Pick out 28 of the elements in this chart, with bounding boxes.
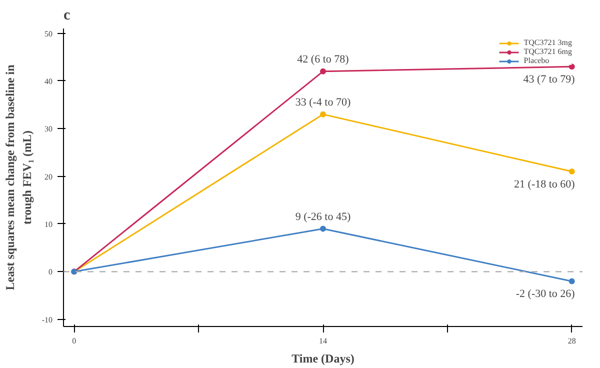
x-axis-title: Time (Days) bbox=[292, 352, 354, 366]
y-tick-label: 40 bbox=[44, 76, 52, 86]
point bbox=[568, 168, 575, 175]
legend-label: TQC3721 6mg bbox=[524, 47, 572, 56]
y-axis-title: Least squares mean change from baseline in trough FEV₁ (mL) bbox=[3, 64, 34, 290]
point bbox=[320, 226, 326, 232]
data-label: 42 (6 to 78) bbox=[297, 53, 350, 66]
y-tick-label: 10 bbox=[44, 220, 52, 229]
y-tick-label: 50 bbox=[44, 29, 52, 38]
point bbox=[568, 278, 575, 284]
x-tick-label: 14 bbox=[319, 336, 327, 346]
legend-label: TQC3721 3mg bbox=[524, 38, 572, 47]
point bbox=[320, 111, 326, 118]
y-tick-label: 0 bbox=[48, 268, 52, 277]
point bbox=[568, 64, 575, 70]
x-tick-label: 28 bbox=[568, 336, 576, 346]
data-label: -2 (-30 to 26) bbox=[516, 288, 576, 300]
point bbox=[320, 68, 326, 74]
data-label: 33 (-4 to 70) bbox=[295, 96, 351, 108]
x-tick-label: 0 bbox=[72, 336, 76, 346]
y-tick-label: 30 bbox=[44, 124, 52, 134]
y-tick-label: 20 bbox=[44, 172, 52, 182]
data-label: 21 (-18 to 60) bbox=[514, 178, 576, 191]
y-tick-label: -10 bbox=[42, 315, 53, 324]
chart-title: c bbox=[64, 8, 70, 24]
legend-label: Placebo bbox=[524, 56, 550, 65]
data-label: 9 (-26 to 45) bbox=[295, 210, 351, 223]
data-label: 43 (7 to 79) bbox=[523, 74, 576, 86]
